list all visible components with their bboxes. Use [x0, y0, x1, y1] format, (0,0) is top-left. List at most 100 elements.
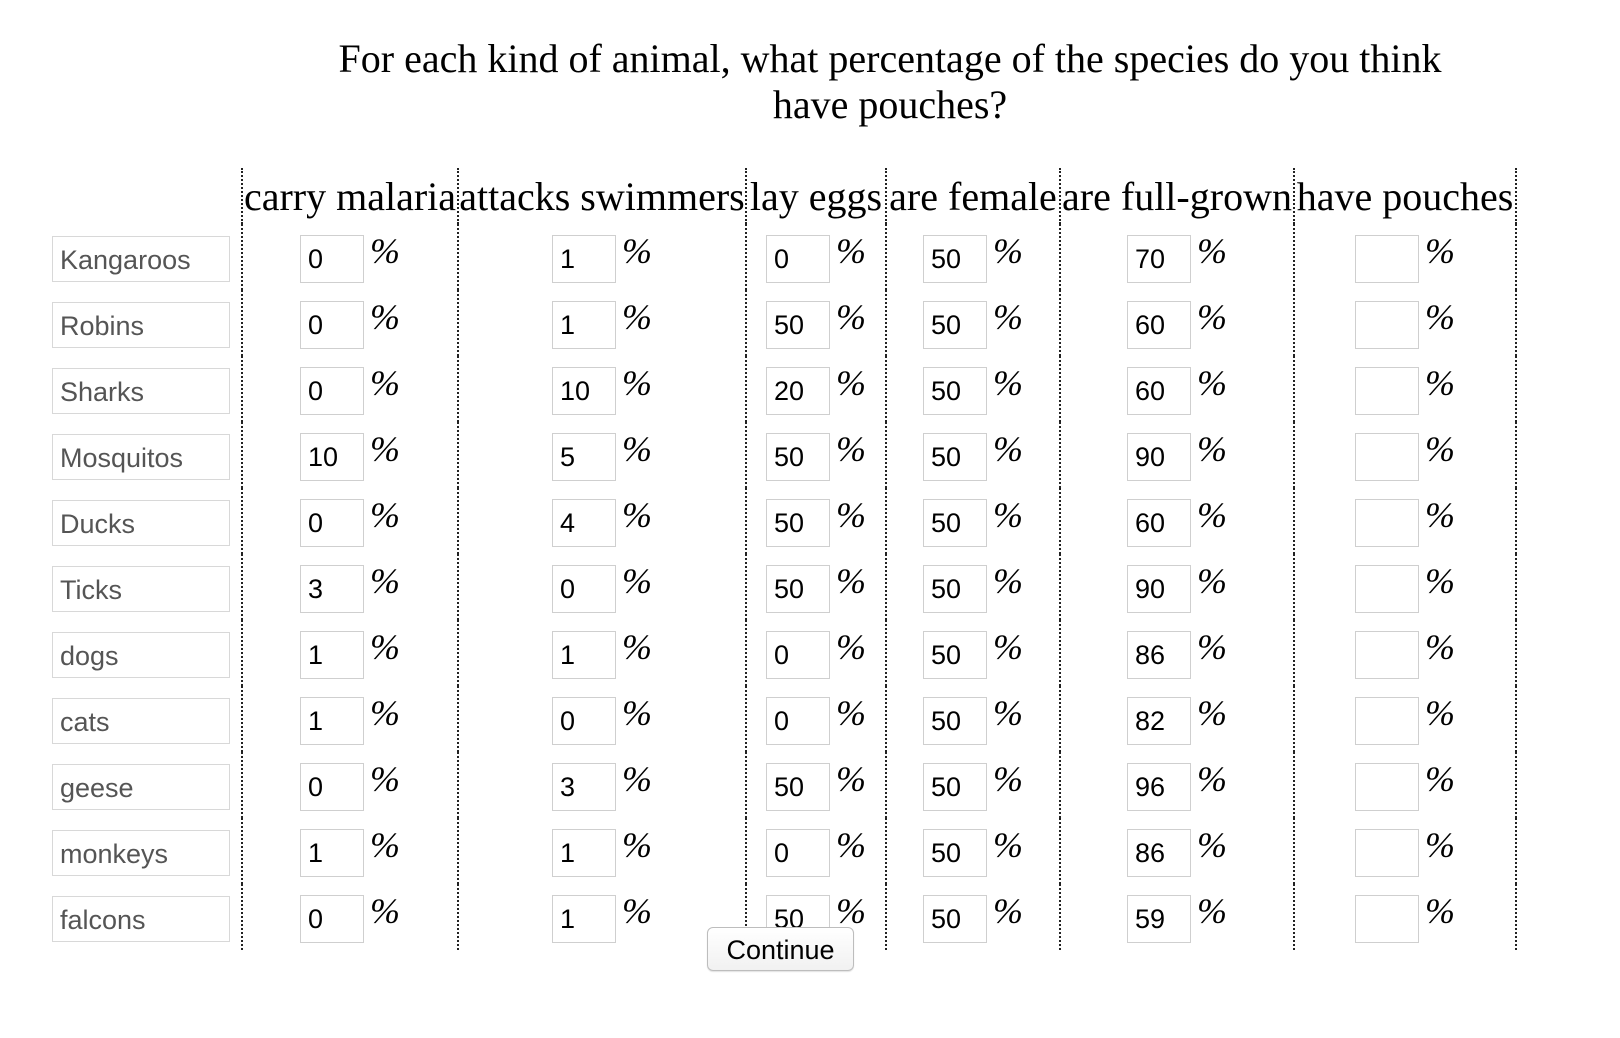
- percent-sign: %: [993, 363, 1023, 403]
- percent-sign: %: [993, 495, 1023, 535]
- percent-input[interactable]: [1355, 499, 1419, 547]
- animal-cell: dogs: [52, 620, 242, 686]
- percent-input[interactable]: [1355, 697, 1419, 745]
- percent-input[interactable]: [766, 565, 830, 613]
- percent-input[interactable]: [923, 697, 987, 745]
- percent-input[interactable]: [1355, 565, 1419, 613]
- percent-cell: %: [241, 686, 458, 752]
- percent-input[interactable]: [923, 763, 987, 811]
- percent-input[interactable]: [300, 235, 364, 283]
- percent-input[interactable]: [923, 235, 987, 283]
- percent-input[interactable]: [766, 301, 830, 349]
- percent-input[interactable]: [766, 433, 830, 481]
- percent-cell: %: [241, 422, 458, 488]
- percent-input[interactable]: [1355, 367, 1419, 415]
- percent-input[interactable]: [300, 829, 364, 877]
- percent-input[interactable]: [1127, 631, 1191, 679]
- percent-sign: %: [1197, 825, 1227, 865]
- percent-input[interactable]: [766, 235, 830, 283]
- percent-sign: %: [370, 759, 400, 799]
- percent-input[interactable]: [300, 367, 364, 415]
- percent-input[interactable]: [300, 697, 364, 745]
- percent-sign: %: [622, 627, 652, 667]
- table-row: Robins%%%%%%: [52, 290, 1517, 356]
- percent-input[interactable]: [766, 697, 830, 745]
- percent-input[interactable]: [300, 499, 364, 547]
- percent-cell: %: [1293, 818, 1517, 884]
- percent-input[interactable]: [552, 631, 616, 679]
- percent-input[interactable]: [300, 895, 364, 943]
- percent-input[interactable]: [1355, 763, 1419, 811]
- percent-input[interactable]: [552, 697, 616, 745]
- percent-input[interactable]: [923, 631, 987, 679]
- percent-input[interactable]: [1127, 367, 1191, 415]
- percent-input[interactable]: [766, 499, 830, 547]
- percent-entry: %: [766, 497, 866, 547]
- percent-input[interactable]: [766, 367, 830, 415]
- percent-cell: %: [457, 554, 746, 620]
- percent-input[interactable]: [1127, 499, 1191, 547]
- percent-cell: %: [1059, 752, 1294, 818]
- percent-input[interactable]: [552, 301, 616, 349]
- percent-cell: %: [457, 488, 746, 554]
- percent-input[interactable]: [1127, 565, 1191, 613]
- continue-button[interactable]: Continue: [707, 927, 854, 971]
- percent-input[interactable]: [766, 829, 830, 877]
- percent-input[interactable]: [552, 763, 616, 811]
- percent-input[interactable]: [766, 763, 830, 811]
- percent-input[interactable]: [923, 829, 987, 877]
- percent-entry: %: [766, 563, 866, 613]
- table-row: Kangaroos%%%%%%: [52, 224, 1517, 290]
- percent-input[interactable]: [1127, 697, 1191, 745]
- percent-sign: %: [993, 297, 1023, 337]
- percent-input[interactable]: [766, 631, 830, 679]
- percent-input[interactable]: [1355, 301, 1419, 349]
- percent-sign: %: [836, 825, 866, 865]
- percent-entry: %: [300, 497, 400, 547]
- percent-input[interactable]: [552, 235, 616, 283]
- percent-sign: %: [622, 495, 652, 535]
- percent-sign: %: [993, 693, 1023, 733]
- percent-input[interactable]: [300, 301, 364, 349]
- percent-input[interactable]: [1127, 763, 1191, 811]
- animal-name-label: monkeys: [52, 830, 230, 876]
- percent-entry: %: [552, 299, 652, 349]
- percent-input[interactable]: [300, 763, 364, 811]
- percent-input[interactable]: [923, 367, 987, 415]
- percent-input[interactable]: [1355, 235, 1419, 283]
- percent-input[interactable]: [300, 565, 364, 613]
- percent-sign: %: [993, 891, 1023, 931]
- percent-input[interactable]: [923, 565, 987, 613]
- table-row: Ducks%%%%%%: [52, 488, 1517, 554]
- percent-input[interactable]: [923, 433, 987, 481]
- percent-input[interactable]: [1127, 829, 1191, 877]
- percent-cell: %: [1059, 884, 1294, 950]
- percent-input[interactable]: [923, 895, 987, 943]
- percent-sign: %: [836, 627, 866, 667]
- percent-sign: %: [1197, 693, 1227, 733]
- percent-input[interactable]: [923, 301, 987, 349]
- percent-entry: %: [552, 627, 652, 679]
- percent-input[interactable]: [1355, 895, 1419, 943]
- percent-input[interactable]: [1355, 631, 1419, 679]
- percent-input[interactable]: [552, 565, 616, 613]
- percent-input[interactable]: [1127, 301, 1191, 349]
- percent-sign: %: [370, 429, 400, 469]
- percent-cell: %: [1293, 554, 1517, 620]
- percent-input[interactable]: [552, 433, 616, 481]
- percent-input[interactable]: [552, 499, 616, 547]
- percent-input[interactable]: [300, 631, 364, 679]
- percent-input[interactable]: [1127, 433, 1191, 481]
- percent-input[interactable]: [1355, 433, 1419, 481]
- percent-input[interactable]: [923, 499, 987, 547]
- percent-sign: %: [993, 561, 1023, 601]
- percent-input[interactable]: [552, 895, 616, 943]
- percent-cell: %: [745, 488, 886, 554]
- percent-input[interactable]: [1127, 895, 1191, 943]
- percent-input[interactable]: [552, 367, 616, 415]
- percent-input[interactable]: [300, 433, 364, 481]
- percent-entry: %: [1127, 365, 1227, 415]
- percent-input[interactable]: [552, 829, 616, 877]
- percent-input[interactable]: [1355, 829, 1419, 877]
- percent-input[interactable]: [1127, 235, 1191, 283]
